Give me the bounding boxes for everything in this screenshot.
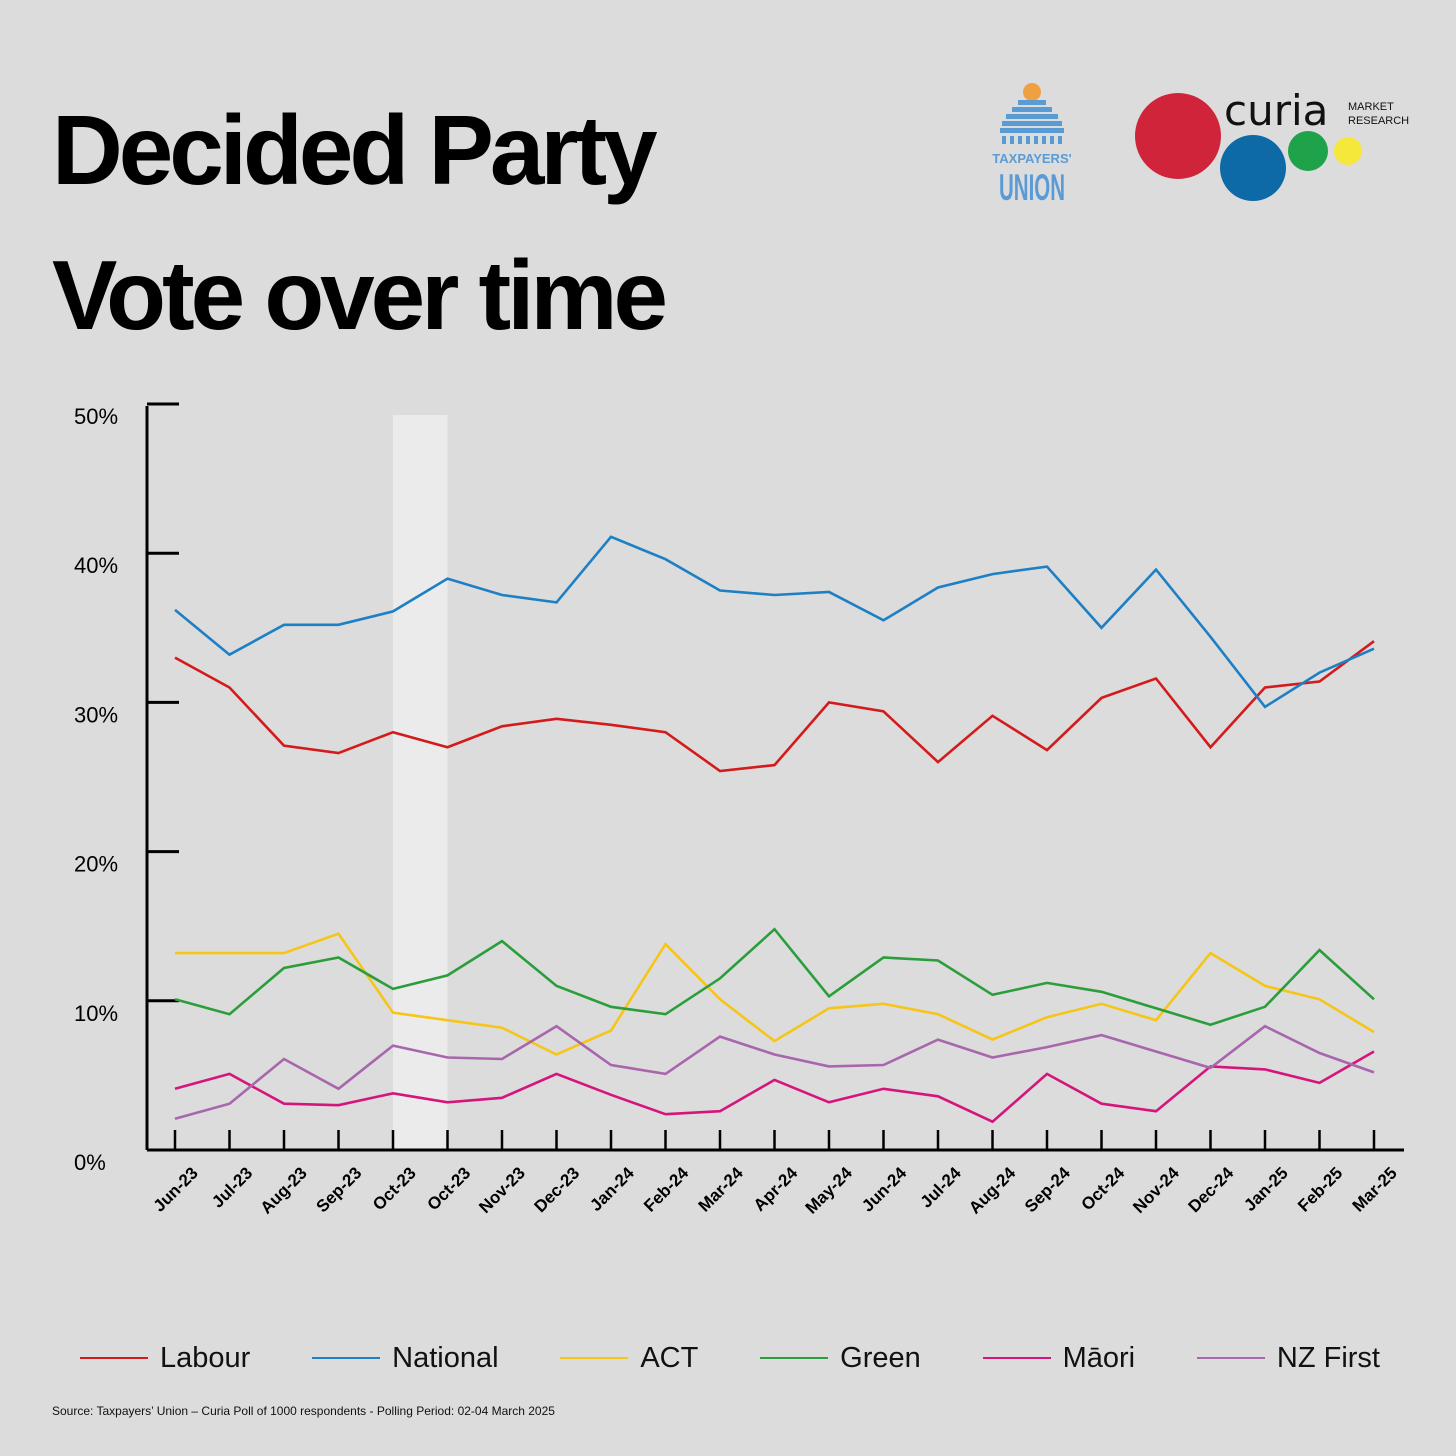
y-tick-label: 10% [74, 1001, 118, 1026]
chart-title-line-1: Decided Party [52, 95, 658, 205]
chart-title-line-2: Vote over time [52, 240, 668, 350]
x-tick-label: Oct-24 [1077, 1163, 1128, 1214]
curia-circle-blue [1220, 135, 1286, 201]
highlight-band [393, 415, 448, 1150]
curia-logo: curia MARKET RESEARCH [1135, 88, 1409, 201]
legend-label: National [392, 1341, 499, 1374]
highlight-band-layer [393, 415, 448, 1150]
x-tick-label: Dec-24 [1184, 1163, 1237, 1216]
legend: Labour National ACT Green Māori NZ First [80, 1330, 1380, 1386]
x-tick-label: Aug-24 [965, 1163, 1020, 1218]
legend-swatch [982, 1357, 1051, 1359]
curia-tagline-2: RESEARCH [1348, 115, 1409, 127]
legend-item: Māori [982, 1341, 1136, 1375]
series-line-act [175, 932, 1375, 1056]
legend-swatch [760, 1357, 829, 1359]
logo-text-line-2: UNION [999, 167, 1065, 206]
legend-item: Green [760, 1342, 921, 1375]
chart-title: Decided Party Vote over time [52, 78, 668, 368]
x-tick-label: Jun-24 [858, 1163, 911, 1216]
y-tick-label: 0% [74, 1150, 106, 1175]
x-tick-label: Nov-24 [1129, 1163, 1183, 1217]
legend-item: National [312, 1341, 499, 1375]
source-note: Source: Taxpayers’ Union – Curia Poll of… [52, 1404, 555, 1418]
legend-label: Māori [1062, 1341, 1136, 1374]
logo-sun-dome [1023, 83, 1041, 101]
x-tick-label: Aug-23 [257, 1163, 311, 1217]
x-tick-label: Jul-24 [917, 1163, 966, 1212]
x-tick-label: Dec-23 [530, 1163, 583, 1216]
taxpayers-union-logo: TAXPAYERS' UNION [992, 83, 1072, 206]
legend-swatch [312, 1357, 381, 1359]
curia-circle-green [1288, 131, 1328, 171]
x-tick-label: Jan-25 [1240, 1163, 1292, 1215]
curia-circle-yellow [1334, 137, 1362, 165]
logo-text-line-1: TAXPAYERS' [992, 151, 1071, 166]
legend-label: NZ First [1276, 1341, 1380, 1374]
legend-label: Green [840, 1341, 921, 1374]
x-tick-label: Apr-24 [750, 1163, 802, 1215]
legend-item: NZ First [1196, 1341, 1380, 1375]
curia-wordmark: curia [1224, 88, 1328, 135]
legend-item: ACT [560, 1342, 698, 1375]
series-layer [174, 535, 1375, 1124]
x-tick-label: May-24 [802, 1163, 857, 1218]
legend-swatch [1196, 1357, 1265, 1359]
x-tick-label: Sep-24 [1021, 1163, 1074, 1216]
x-tick-label: Mar-24 [695, 1163, 748, 1216]
x-tick-label: Oct-23 [423, 1163, 474, 1214]
series-line-green [174, 927, 1375, 1027]
y-tick-label: 50% [74, 404, 118, 429]
line-chart: 0%10%20%30%40%50%Jun-23 Jul-23 Aug-23 Sep-2… [74, 402, 1404, 1218]
x-tick-label: Sep-23 [312, 1163, 365, 1216]
y-tick-label: 40% [74, 553, 118, 578]
legend-swatch [80, 1357, 148, 1359]
axes-layer [145, 402, 1404, 1152]
y-tick-label: 30% [74, 702, 118, 727]
legend-swatch [560, 1357, 629, 1359]
x-tick-label: Nov-23 [475, 1163, 529, 1217]
legend-item: Labour [80, 1342, 250, 1375]
x-tick-label: Jul-23 [208, 1163, 256, 1211]
series-line-national [174, 535, 1375, 709]
y-tick-label: 20% [74, 852, 118, 877]
x-tick-label: Jan-24 [586, 1163, 638, 1215]
legend-label: Labour [160, 1341, 251, 1374]
x-tick-label: Mar-25 [1349, 1163, 1401, 1215]
curia-circle-red [1135, 93, 1221, 179]
series-line-m-ori [174, 1050, 1375, 1124]
x-tick-label: Jun-23 [150, 1163, 202, 1215]
curia-tagline-1: MARKET [1348, 101, 1394, 113]
series-line-labour [174, 640, 1375, 773]
x-tick-label: Feb-24 [640, 1163, 693, 1216]
x-tick-label: Oct-23 [369, 1163, 420, 1214]
x-tick-label: Feb-25 [1294, 1163, 1346, 1215]
legend-label: ACT [640, 1341, 699, 1374]
labels-layer: 0%10%20%30%40%50%Jun-23 Jul-23 Aug-23 Sep-2… [74, 404, 1401, 1218]
series-line-nz-first [174, 1024, 1375, 1120]
